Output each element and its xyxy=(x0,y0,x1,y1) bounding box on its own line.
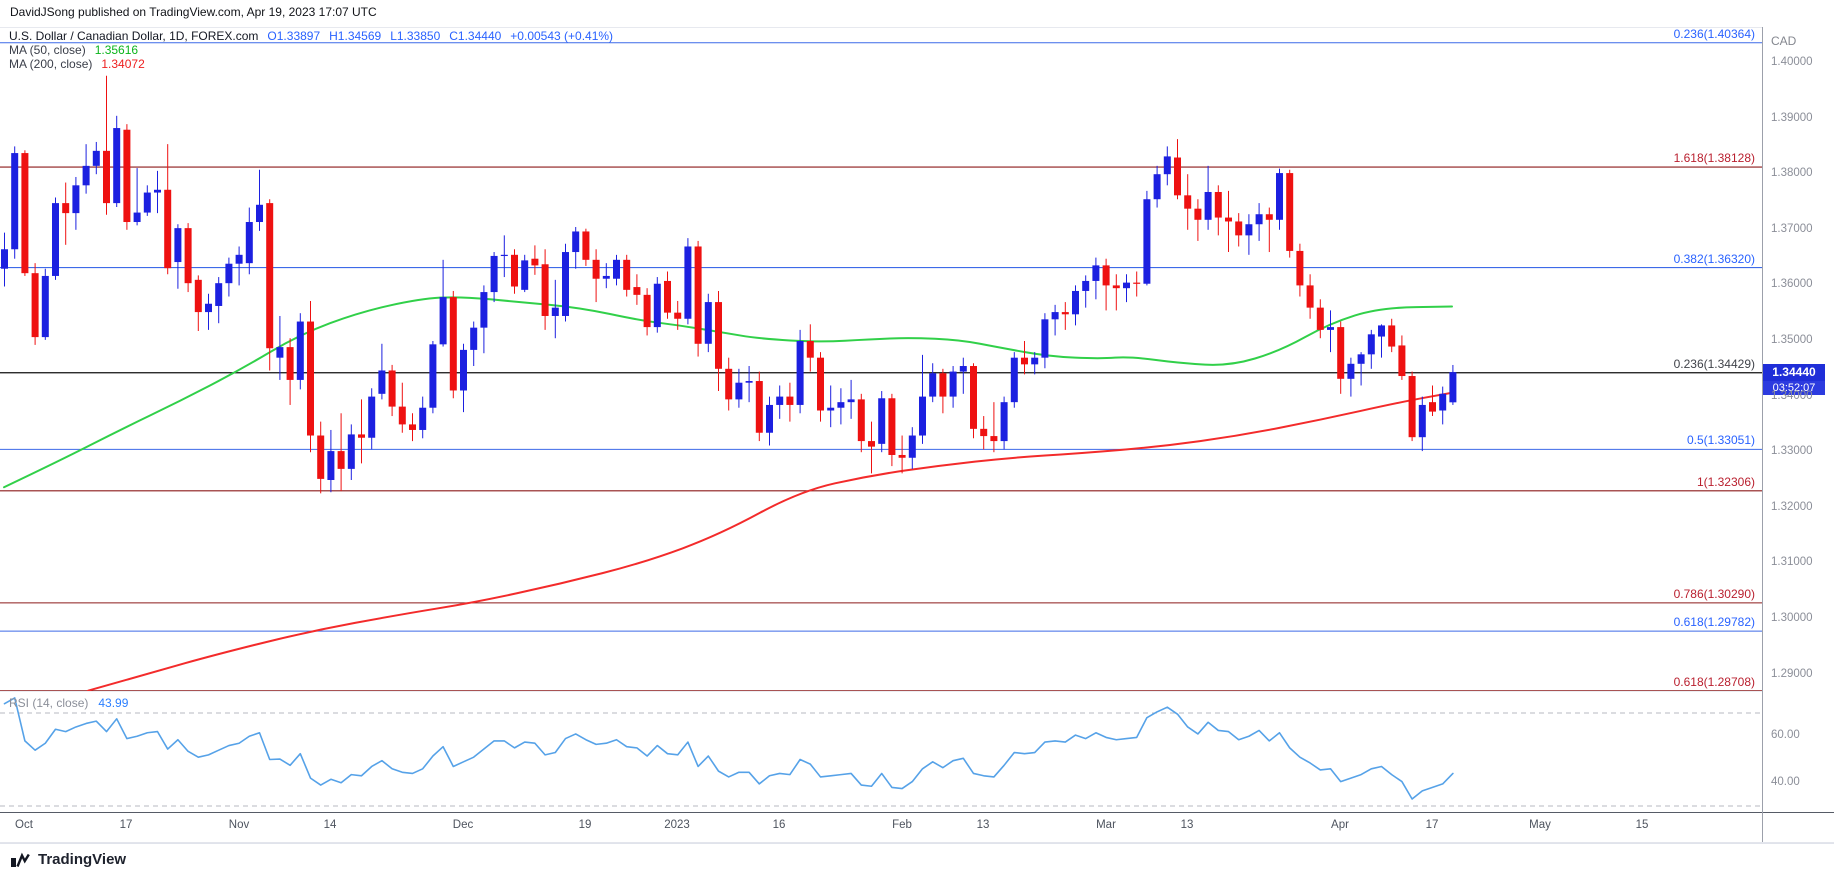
rsi-line xyxy=(3,697,1454,800)
time-axis-label: 13 xyxy=(1180,819,1194,831)
ma200-label: MA (200, close) xyxy=(9,57,93,71)
symbol-legend-row[interactable]: U.S. Dollar / Canadian Dollar, 1D, FOREX… xyxy=(9,29,613,43)
ma50-legend-row[interactable]: MA (50, close) 1.35616 xyxy=(9,43,613,57)
rsi-tick-label: 60.00 xyxy=(1771,729,1800,742)
ohlc-change: +0.00543 (+0.41%) xyxy=(510,29,614,43)
ma50-line xyxy=(3,296,1453,489)
price-tick-label: 1.38000 xyxy=(1771,167,1813,180)
tradingview-logo-icon[interactable] xyxy=(10,852,31,868)
fib-level-label: 1.618(1.38128) xyxy=(1673,151,1755,166)
main-chart-pane[interactable] xyxy=(0,27,1762,691)
price-axis-currency: CAD xyxy=(1771,34,1797,48)
time-axis-label: Dec xyxy=(452,819,474,831)
time-axis-label: Mar xyxy=(1096,819,1116,831)
time-axis-label: 17 xyxy=(119,819,133,831)
ma200-value: 1.34072 xyxy=(101,57,145,71)
time-axis-label: 14 xyxy=(323,819,337,831)
fib-level-label: 0.5(1.33051) xyxy=(1686,433,1755,448)
ma50-label: MA (50, close) xyxy=(9,43,86,57)
ma200-line xyxy=(87,391,1453,692)
price-tick-label: 1.37000 xyxy=(1771,222,1813,235)
fib-level-label: 0.618(1.28708) xyxy=(1673,674,1755,689)
rsi-tick-label: 40.00 xyxy=(1771,775,1800,788)
time-axis[interactable] xyxy=(0,813,1762,842)
published-byline: DavidJSong published on TradingView.com,… xyxy=(10,5,377,19)
time-axis-label: 15 xyxy=(1635,819,1649,831)
price-tick-label: 1.33000 xyxy=(1771,445,1813,458)
time-axis-label: Feb xyxy=(892,819,912,831)
ohlc-close: C1.34440 xyxy=(449,29,502,43)
price-tick-label: 1.30000 xyxy=(1771,612,1813,624)
fib-level-label: 0.236(1.34429) xyxy=(1673,356,1755,371)
fib-level-label: 1(1.32306) xyxy=(1696,474,1755,489)
time-axis-label: Nov xyxy=(228,819,250,831)
footer-bar: TradingView xyxy=(0,843,1834,875)
time-axis-label: 16 xyxy=(772,819,786,831)
time-axis-label: Apr xyxy=(1331,819,1349,831)
time-axis-label: 2023 xyxy=(664,819,690,831)
price-tick-label: 1.32000 xyxy=(1771,500,1813,513)
ohlc-high: H1.34569 xyxy=(329,29,382,43)
fib-level-label: 0.618(1.29782) xyxy=(1673,615,1755,630)
ma50-value: 1.35616 xyxy=(94,43,139,57)
time-axis-label: 13 xyxy=(976,819,990,831)
price-tick-label: 1.34000 xyxy=(1771,389,1813,402)
ohlc-low: L1.33850 xyxy=(390,29,441,43)
time-axis-label: Oct xyxy=(15,819,33,831)
time-axis-label: May xyxy=(1529,819,1551,831)
tradingview-wordmark[interactable]: TradingView xyxy=(38,851,127,868)
rsi-label: RSI (14, close) xyxy=(9,696,89,710)
ohlc-open: O1.33897 xyxy=(267,29,321,43)
price-tick-label: 1.35000 xyxy=(1771,334,1813,346)
time-axis-label: 19 xyxy=(578,819,592,831)
chart-legend: U.S. Dollar / Canadian Dollar, 1D, FOREX… xyxy=(9,29,613,71)
time-axis-label: 17 xyxy=(1425,819,1439,831)
price-tick-label: 1.40000 xyxy=(1771,56,1813,68)
price-axis[interactable]: CAD xyxy=(1763,27,1834,842)
price-tick-label: 1.29000 xyxy=(1771,667,1813,680)
bar-countdown-timer: 03:52:07 xyxy=(1763,381,1825,395)
rsi-pane[interactable] xyxy=(0,692,1762,812)
price-tick-label: 1.36000 xyxy=(1771,278,1813,291)
last-price-badge: 1.34440 xyxy=(1763,364,1825,381)
rsi-value: 43.99 xyxy=(98,696,129,710)
price-tick-label: 1.31000 xyxy=(1771,556,1813,569)
price-tick-label: 1.39000 xyxy=(1771,111,1813,124)
rsi-legend-row[interactable]: RSI (14, close) 43.99 xyxy=(9,696,128,710)
fib-level-label: 0.236(1.40364) xyxy=(1673,26,1755,41)
fib-level-label: 0.382(1.36320) xyxy=(1673,251,1755,266)
fib-level-label: 0.786(1.30290) xyxy=(1673,586,1755,601)
candles-layer xyxy=(1,75,1457,494)
ma200-legend-row[interactable]: MA (200, close) 1.34072 xyxy=(9,57,613,71)
symbol-title: U.S. Dollar / Canadian Dollar, 1D, FOREX… xyxy=(9,29,259,43)
